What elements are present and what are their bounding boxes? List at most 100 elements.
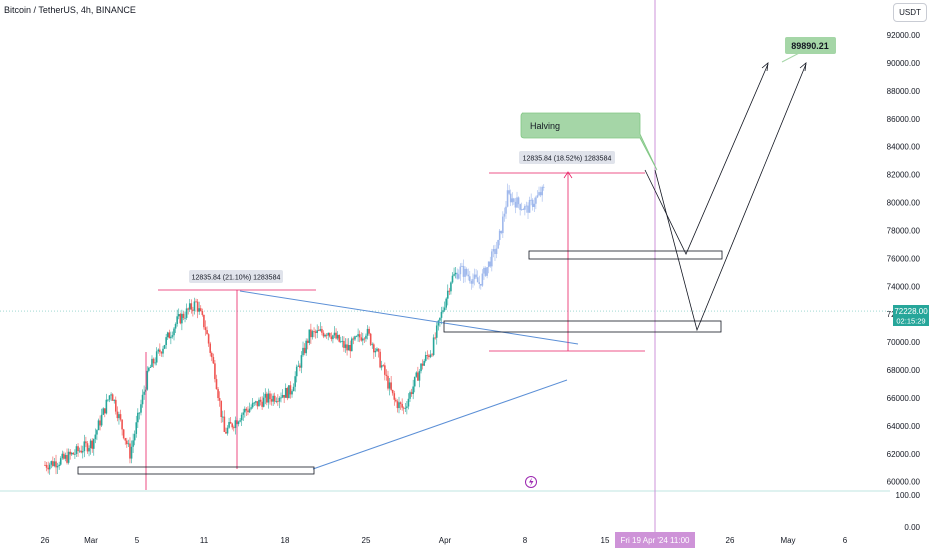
candle-body — [470, 281, 473, 284]
candle-body — [421, 363, 424, 366]
candle-body — [97, 420, 100, 431]
candle-body — [242, 412, 245, 415]
candle-body — [333, 332, 336, 336]
candle-body — [491, 251, 493, 267]
target-price-box — [785, 37, 836, 54]
candle-body — [143, 391, 145, 395]
candle-body — [223, 416, 226, 432]
candle-body — [137, 412, 139, 423]
candle-body — [420, 363, 422, 372]
candle-body — [481, 273, 484, 286]
halving-callout — [520, 112, 658, 171]
candle-body — [446, 290, 449, 299]
candle-body — [291, 391, 293, 395]
candle-body — [475, 274, 477, 278]
candle-body — [162, 348, 164, 354]
candle-body — [70, 452, 73, 455]
candle-body — [448, 290, 451, 292]
candle-body — [262, 397, 265, 407]
candle-body — [204, 327, 207, 331]
candle-body — [66, 455, 68, 463]
candle-body — [327, 332, 329, 336]
candle-body — [349, 345, 352, 352]
candle-body — [502, 216, 504, 234]
candle-body — [107, 399, 109, 401]
candle-body — [85, 441, 87, 444]
candle-body — [151, 358, 153, 367]
candle-body — [81, 451, 84, 453]
candle-body — [89, 440, 92, 449]
candle-body — [509, 193, 512, 203]
candle-body — [508, 190, 510, 194]
candle-body — [459, 266, 462, 275]
y-tick-label: 86000.00 — [887, 115, 921, 124]
candle-body — [500, 230, 503, 234]
candle-body — [341, 340, 344, 342]
y-tick-label: 100.00 — [896, 491, 921, 500]
candle-body — [390, 382, 392, 390]
candle-body — [266, 393, 268, 403]
candle-body — [302, 347, 304, 356]
candle-body — [514, 201, 517, 208]
candle-body — [445, 298, 447, 308]
candle-body — [201, 311, 204, 315]
descending-trendline — [239, 290, 579, 345]
candle-body — [237, 421, 240, 425]
candle-body — [374, 350, 377, 353]
projection-arrow-1 — [761, 62, 769, 72]
candle-body — [418, 371, 421, 381]
candle-body — [322, 332, 325, 337]
candle-body — [113, 399, 116, 401]
candle-body — [497, 240, 499, 249]
candle-body — [395, 399, 397, 402]
drawings — [77, 62, 807, 490]
y-tick-label: 78000.00 — [887, 226, 921, 235]
candle-body — [413, 376, 416, 387]
currency-button[interactable]: USDT — [893, 3, 927, 22]
candle-body — [220, 400, 223, 418]
candle-body — [533, 203, 536, 208]
candle-body — [489, 261, 492, 267]
candle-body — [399, 402, 402, 404]
candle-body — [377, 348, 380, 352]
candle-body — [343, 340, 345, 348]
price-axis-ticks: 92000.00 90000.00 88000.00 86000.00 84000.00… — [887, 31, 921, 532]
candle-body — [503, 213, 506, 217]
countdown-label: 02:15:29 — [896, 317, 925, 326]
candle-body — [426, 355, 429, 356]
candle-body — [48, 464, 51, 470]
candle-body — [355, 336, 358, 338]
candle-body — [409, 392, 411, 399]
x-tick-label: 25 — [362, 536, 371, 545]
y-tick-label: 90000.00 — [887, 59, 921, 68]
candle-body — [138, 412, 141, 414]
candle-body — [454, 272, 457, 275]
y-tick-label: 74000.00 — [887, 282, 921, 291]
candle-body — [251, 402, 254, 408]
candle-body — [154, 362, 156, 364]
candle-body — [456, 272, 459, 279]
candle-body — [328, 332, 331, 337]
candle-body — [103, 408, 106, 414]
candle-body — [77, 446, 79, 452]
candle-body — [531, 199, 534, 208]
candle-body — [96, 430, 98, 435]
candle-body — [245, 408, 248, 411]
x-tick-label: May — [780, 536, 795, 545]
candle-body — [439, 317, 441, 321]
candle-body — [379, 351, 381, 368]
candle-body — [360, 337, 363, 341]
candle-body — [517, 197, 520, 205]
candle-body — [478, 282, 481, 284]
candle-body — [357, 334, 359, 337]
candle-body — [338, 334, 341, 342]
candle-body — [212, 357, 215, 364]
candle-body — [166, 332, 169, 338]
candle-body — [406, 406, 408, 408]
candle-body — [283, 394, 285, 398]
crosshair-date-badge — [615, 532, 695, 548]
y-tick-label: 92000.00 — [887, 31, 921, 40]
y-tick-label: 76000.00 — [887, 254, 921, 263]
candle-body — [152, 358, 155, 364]
